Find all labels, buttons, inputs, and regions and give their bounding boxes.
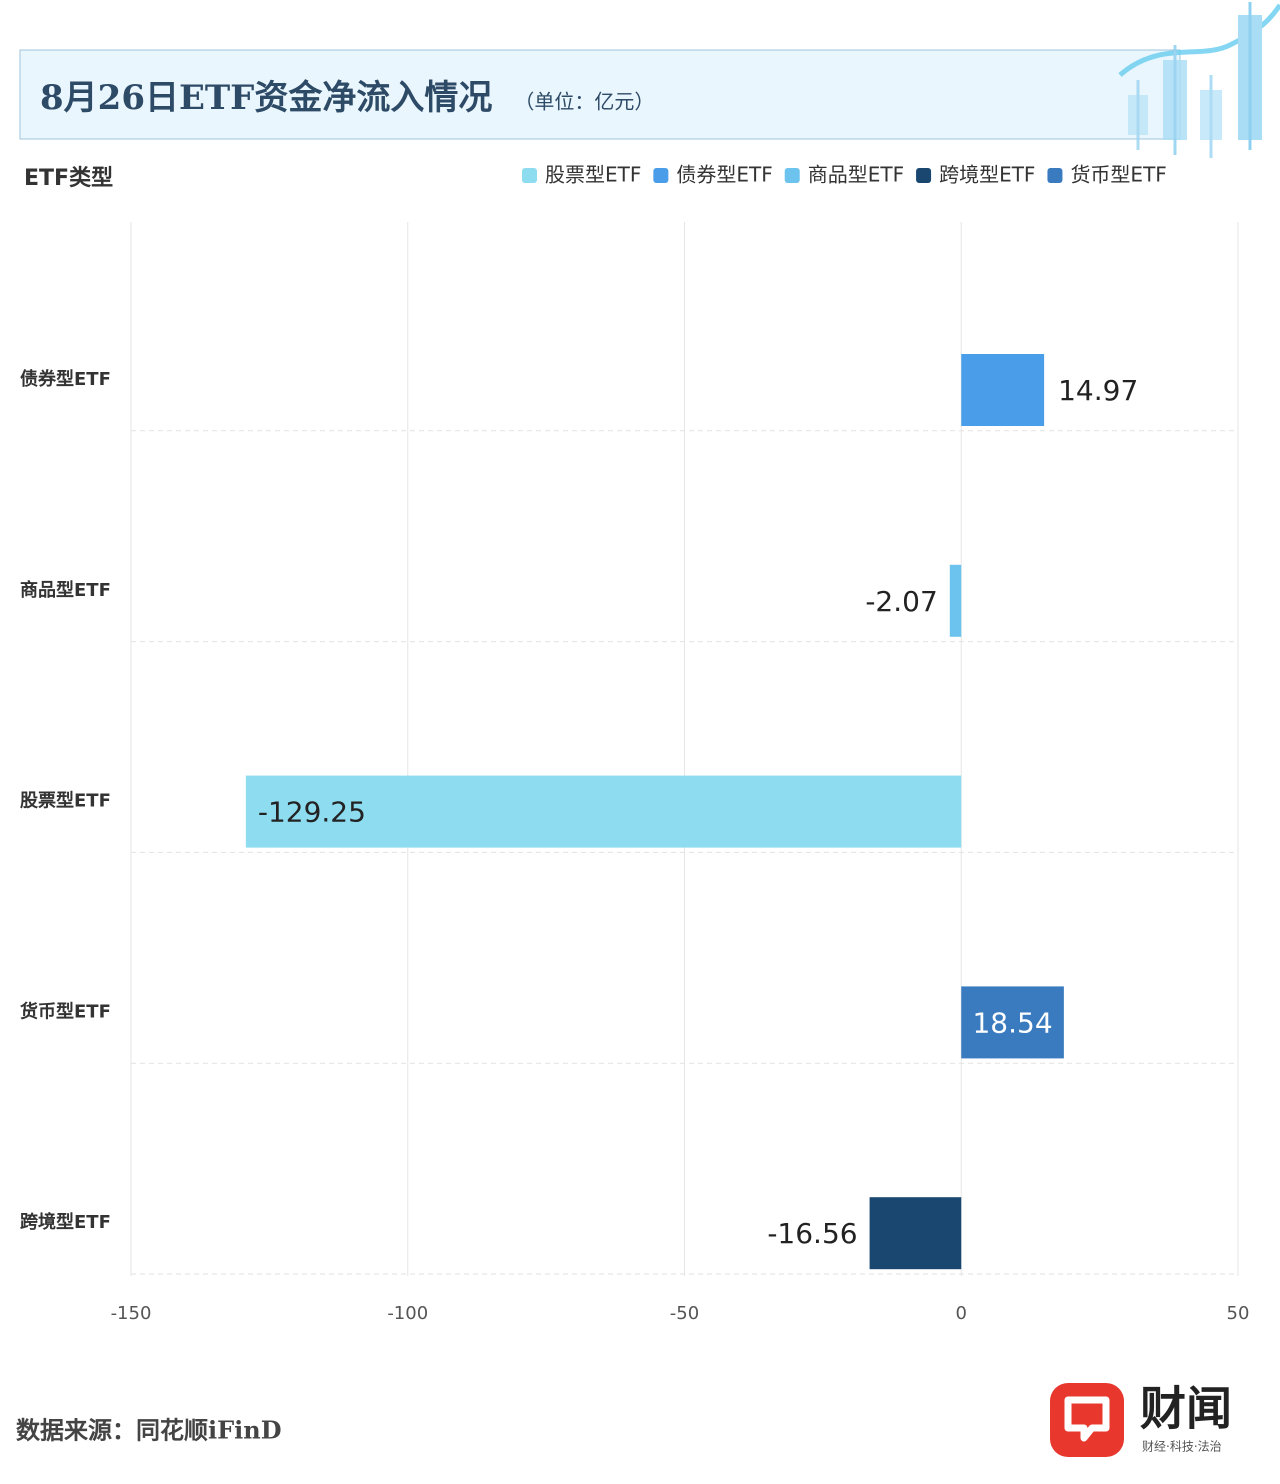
axis-title: ETF类型 — [24, 166, 113, 191]
chart-subtitle: （单位：亿元） — [514, 90, 654, 114]
bar — [245, 775, 962, 848]
chart-title: 8月26日ETF资金净流入情况 — [40, 78, 492, 118]
y-tick-label: 股票型ETF — [19, 790, 111, 812]
data-label: -16.56 — [767, 1217, 857, 1250]
title-box — [19, 49, 1181, 140]
y-tick-label: 货币型ETF — [20, 1000, 111, 1022]
bar — [949, 564, 962, 637]
decor-icon — [1118, 2, 1280, 158]
x-tick-label: 0 — [956, 1303, 967, 1324]
legend-label: 货币型ETF — [1070, 163, 1166, 187]
bar — [869, 1197, 962, 1270]
legend-swatch — [784, 168, 800, 183]
data-label: -129.25 — [258, 796, 366, 829]
brand-slogan: 财经·科技·法治 — [1142, 1440, 1222, 1454]
legend-swatch — [1047, 168, 1063, 183]
y-tick-label: 债券型ETF — [20, 368, 111, 390]
legend-swatch — [916, 168, 932, 183]
source-note: 数据来源：同花顺iFinD — [16, 1416, 282, 1445]
legend-label: 债券型ETF — [676, 163, 772, 187]
legend-swatch — [522, 168, 537, 183]
brand-logo — [1050, 1383, 1124, 1457]
legend-label: 商品型ETF — [808, 163, 904, 187]
bar — [961, 354, 1045, 426]
bar — [961, 986, 1064, 1059]
data-label: -2.07 — [865, 585, 937, 618]
y-tick-label: 跨境型ETF — [20, 1211, 111, 1233]
legend-swatch — [653, 168, 669, 183]
x-tick-label: -100 — [387, 1303, 428, 1324]
brand-name: 财闻 — [1140, 1382, 1232, 1436]
x-tick-label: 50 — [1227, 1303, 1250, 1324]
x-tick-label: -50 — [670, 1303, 699, 1324]
legend-label: 股票型ETF — [545, 163, 641, 187]
data-label: 18.54 — [972, 1006, 1052, 1039]
x-tick-label: -150 — [111, 1303, 152, 1324]
data-label: 14.97 — [1058, 374, 1138, 407]
y-tick-label: 商品型ETF — [20, 579, 111, 601]
brand-logo-mark — [1064, 1396, 1110, 1442]
legend-label: 跨境型ETF — [939, 163, 1035, 187]
